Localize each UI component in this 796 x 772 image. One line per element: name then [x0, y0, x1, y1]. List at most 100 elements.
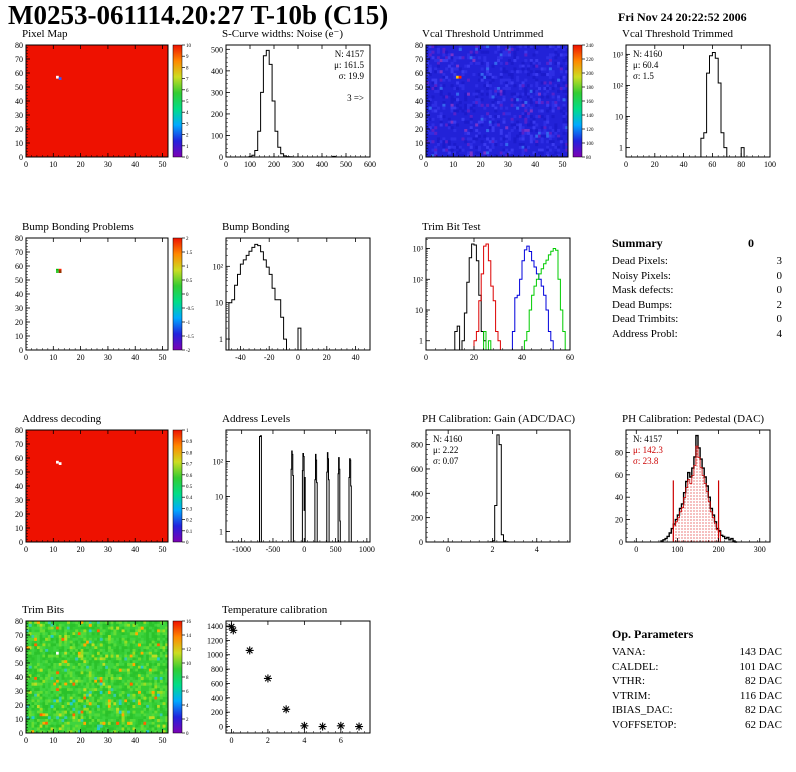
plot-title: Vcal Threshold Untrimmed [422, 28, 544, 40]
svg-text:10: 10 [49, 353, 57, 362]
svg-text:400: 400 [316, 160, 328, 169]
trim-bit-test-plot: 0 20 40 60 1 10 10² 10³ [413, 237, 574, 362]
op-param-label: CALDEL: [612, 660, 659, 673]
svg-text:0: 0 [19, 153, 23, 162]
svg-text:80: 80 [737, 160, 745, 169]
svg-text:200: 200 [211, 110, 223, 119]
svg-text:0.7: 0.7 [186, 463, 193, 468]
svg-text:8: 8 [186, 66, 189, 71]
op-param-label: VTRIM: [612, 689, 651, 702]
plot-title: Address Levels [222, 413, 291, 425]
svg-text:-1.5: -1.5 [186, 335, 194, 340]
svg-text:-1: -1 [186, 321, 191, 326]
svg-text:600: 600 [211, 679, 223, 688]
svg-text:20: 20 [77, 545, 85, 554]
summary-value: 0 [776, 313, 783, 325]
svg-text:30: 30 [104, 545, 112, 554]
op-parameters-header: Op. Parameters [612, 627, 782, 642]
svg-text:140: 140 [586, 114, 594, 119]
svg-text:0: 0 [446, 545, 450, 554]
svg-text:3 =>: 3 => [347, 93, 364, 103]
svg-text:10²: 10² [613, 81, 624, 90]
summary-value: 3 [776, 255, 783, 267]
plot-title: PH Calibration: Gain (ADC/DAC) [422, 413, 576, 425]
svg-text:10: 10 [615, 113, 623, 122]
svg-text:80: 80 [15, 234, 23, 243]
plot-title: Pixel Map [22, 28, 68, 40]
summary-row: Dead Bumps: 2 [612, 298, 782, 313]
summary-row: Noisy Pixels: 0 [612, 269, 782, 284]
op-param-row: VOFFSETOP: 62 DAC [612, 718, 782, 733]
svg-text:40: 40 [131, 353, 139, 362]
timestamp: Fri Nov 24 20:22:52 2006 [618, 10, 747, 24]
svg-text:300: 300 [211, 88, 223, 97]
svg-text:40: 40 [518, 353, 526, 362]
svg-text:60: 60 [566, 353, 574, 362]
svg-text:4: 4 [186, 704, 189, 709]
svg-text:10: 10 [15, 715, 23, 724]
svg-text:50: 50 [15, 659, 23, 668]
summary-label: Dead Pixels: [612, 255, 668, 267]
svg-text:0: 0 [419, 538, 423, 547]
scurve-noise-plot: 0 100 200 300 400 500 600 0 100 200 300 400 500 N: 41… [211, 44, 376, 169]
svg-text:70: 70 [15, 248, 23, 257]
svg-text:10: 10 [49, 545, 57, 554]
svg-text:40: 40 [680, 160, 688, 169]
svg-text:80: 80 [15, 41, 23, 50]
panel-scurve-noise: S-Curve widths: Noise (e⁻) 0 100 200 300 400… [200, 28, 399, 198]
svg-text:70: 70 [415, 55, 423, 64]
svg-text:100: 100 [211, 131, 223, 140]
panel-pixel-map: Pixel Map 10 9 8 7 6 5 4 3 2 1 0 0 10 20 30 40 50 0 10 20 30… [0, 28, 199, 198]
svg-text:10²: 10² [213, 262, 224, 271]
svg-text:10²: 10² [413, 275, 424, 284]
svg-text:0: 0 [186, 732, 189, 737]
plot-title: PH Calibration: Pedestal (DAC) [622, 413, 765, 425]
summary-row: Dead Trimbits: 0 [612, 312, 782, 327]
svg-text:40: 40 [615, 493, 623, 502]
svg-text:20: 20 [15, 125, 23, 134]
op-param-label: IBIAS_DAC: [612, 704, 673, 716]
svg-text:80: 80 [615, 448, 623, 457]
svg-text:4: 4 [535, 545, 539, 554]
svg-text:0.2: 0.2 [186, 519, 193, 524]
svg-text:500: 500 [340, 160, 352, 169]
svg-text:60: 60 [15, 262, 23, 271]
svg-text:0: 0 [424, 160, 428, 169]
svg-text:0.5: 0.5 [186, 485, 193, 490]
plot-title: Vcal Threshold Trimmed [622, 28, 734, 40]
svg-text:0.1: 0.1 [186, 530, 193, 535]
svg-text:0: 0 [219, 153, 223, 162]
panel-address-decoding: Address decoding 1 0.9 0.8 0.7 0.6 0.5 0.4 0.3 0… [0, 413, 199, 583]
panel-bump-problems: Bump Bonding Problems 2 1.5 1 0.5 0 -0.5 -1 -1.… [0, 221, 199, 391]
svg-text:30: 30 [15, 687, 23, 696]
svg-text:30: 30 [104, 736, 112, 745]
svg-text:0: 0 [24, 353, 28, 362]
panel-ph-gain: PH Calibration: Gain (ADC/DAC) 0 2 4 0 200 40… [400, 413, 599, 583]
svg-text:800: 800 [211, 665, 223, 674]
svg-text:40: 40 [352, 353, 360, 362]
svg-text:0.6: 0.6 [186, 474, 193, 479]
svg-text:0: 0 [624, 160, 628, 169]
svg-text:10: 10 [215, 493, 223, 502]
svg-text:0: 0 [186, 156, 189, 161]
summary-block: Summary 0 Dead Pixels: 3 Noisy Pixels: 0 M… [612, 236, 782, 341]
plot-title: S-Curve widths: Noise (e⁻) [222, 28, 343, 40]
svg-text:20: 20 [323, 353, 331, 362]
panel-ph-pedestal: PH Calibration: Pedestal (DAC) 0 100 200 30… [600, 413, 796, 583]
svg-text:0: 0 [186, 541, 189, 546]
op-param-row: VTHR: 82 DAC [612, 674, 782, 689]
svg-text:30: 30 [504, 160, 512, 169]
op-param-row: VTRIM: 116 DAC [612, 689, 782, 704]
svg-text:40: 40 [15, 673, 23, 682]
svg-text:80: 80 [586, 156, 592, 161]
svg-text:0: 0 [186, 293, 189, 298]
svg-text:1: 1 [186, 265, 189, 270]
svg-text:60: 60 [615, 471, 623, 480]
svg-text:8: 8 [186, 676, 189, 681]
svg-text:40: 40 [131, 160, 139, 169]
svg-text:50: 50 [159, 545, 167, 554]
svg-text:10: 10 [15, 524, 23, 533]
